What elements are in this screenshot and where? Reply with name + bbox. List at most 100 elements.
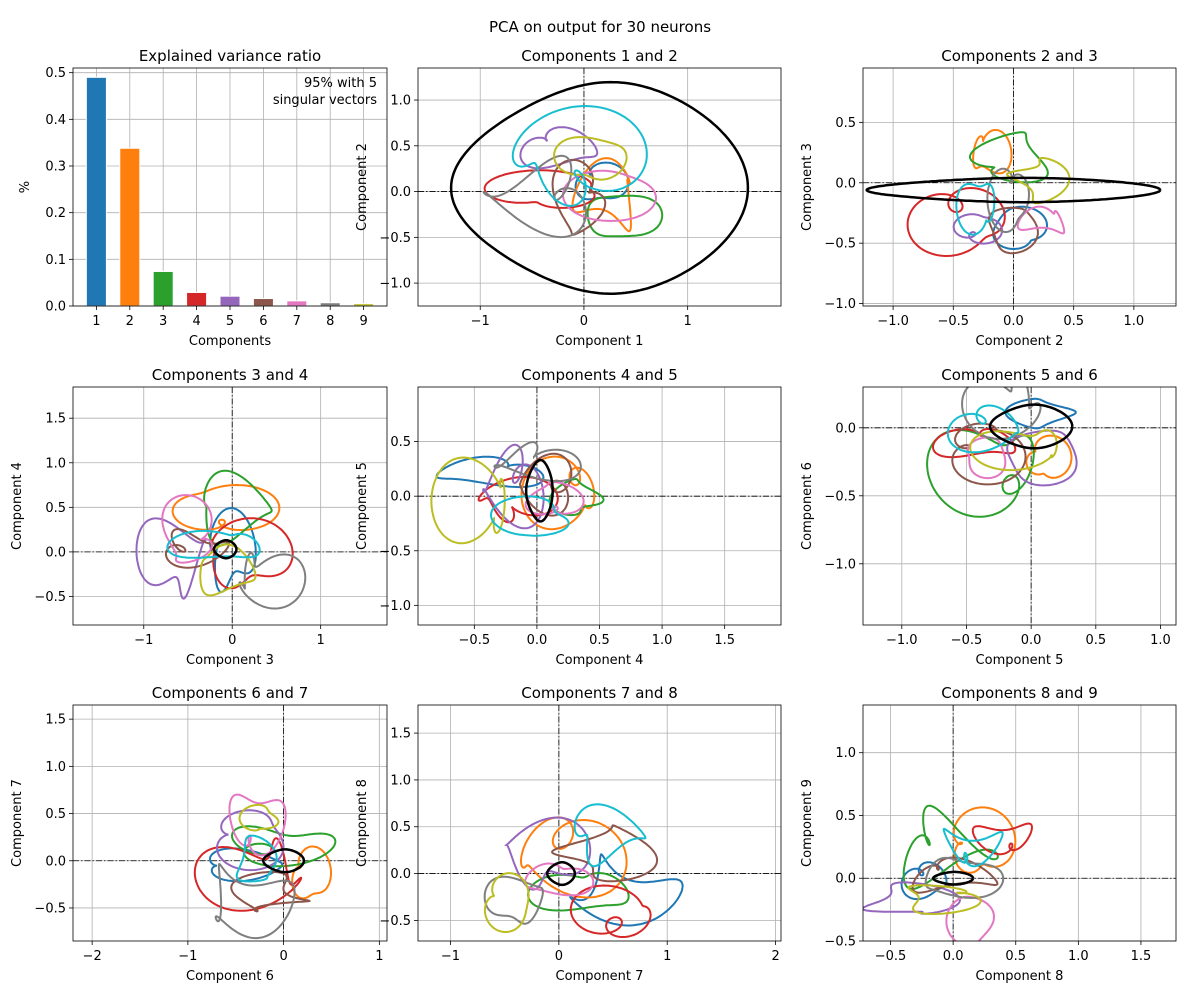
x-tick-label: 2 (771, 949, 779, 964)
plot-area (863, 705, 1176, 941)
trajectory-series-4 (569, 884, 652, 938)
trajectory-series-7 (524, 862, 595, 897)
x-tick-label: −1 (178, 949, 197, 964)
trajectory-series-2 (171, 483, 281, 532)
subplot-title: Explained variance ratio (139, 47, 321, 65)
y-tick-label: −0.5 (824, 237, 856, 252)
y-tick-label: −0.5 (34, 590, 66, 605)
trajectory-series-10 (573, 803, 647, 868)
trajectory-series-10 (946, 404, 1020, 454)
figure-suptitle: PCA on output for 30 neurons (489, 18, 711, 36)
trajectory-series-3 (586, 194, 664, 238)
x-tick-label: 1.0 (1068, 949, 1089, 964)
trajectory-series-7 (1016, 205, 1066, 235)
y-tick-label: 0.0 (390, 867, 411, 882)
y-axis-label: Component 3 (800, 143, 815, 231)
y-tick-label: 1.5 (45, 412, 66, 427)
trajectory-series-4 (483, 169, 596, 209)
x-tick-label: 0 (580, 314, 588, 329)
trajectory-series-1 (900, 861, 948, 901)
x-tick-label: 0.5 (1085, 633, 1106, 648)
x-tick-label: −0.5 (937, 314, 969, 329)
y-axis-label: Component 7 (10, 779, 25, 867)
x-tick-label: 1 (375, 949, 383, 964)
trajectory-highlight (931, 870, 975, 886)
y-tick-label: 0.2 (45, 206, 66, 221)
subplot-title: Components 1 and 2 (521, 47, 678, 65)
trajectory-highlight (545, 861, 577, 887)
y-tick-label: 0.0 (390, 490, 411, 505)
subplot-title: Components 7 and 8 (521, 684, 678, 702)
plot-area (863, 68, 1176, 306)
trajectory-series-4 (193, 837, 303, 912)
trajectory-series-9 (907, 884, 982, 915)
trajectory-series-9 (199, 543, 257, 597)
axes-frame (417, 67, 782, 307)
y-tick-label: 0.0 (835, 176, 856, 191)
x-tick-label: −0.5 (951, 633, 983, 648)
trajectory-series-8 (483, 875, 544, 925)
plot-area (73, 705, 387, 941)
trajectory-series-10 (235, 834, 278, 883)
trajectory-highlight (524, 458, 554, 523)
y-tick-label: −0.5 (379, 914, 411, 929)
trajectory-series-4 (931, 428, 1017, 459)
axes-frame (72, 386, 388, 626)
x-tick-label: 0.0 (1021, 633, 1042, 648)
x-axis-label: Component 6 (186, 969, 274, 984)
bar-1 (85, 76, 107, 306)
y-tick-label: 0.5 (835, 116, 856, 131)
trajectory-series-6 (551, 824, 659, 883)
trajectory-series-10 (489, 495, 570, 537)
y-axis-label: Component 2 (355, 143, 370, 231)
trajectory-series-7 (524, 481, 585, 516)
bar-4 (186, 291, 208, 306)
subplot-6: −1.0 −0.5 0.0 0.5 1.0 −1.0 −0.5 0.0 Components 5… (800, 366, 1177, 668)
y-tick-label: 1.0 (835, 746, 856, 761)
trajectory-series-8 (961, 387, 1042, 440)
x-tick-label: 3 (159, 314, 167, 329)
subplot-5: −0.5 0.0 0.5 1.0 1.5 −1.0 −0.5 0.0 0.5 Components… (355, 366, 782, 668)
trajectory-series-8 (214, 863, 296, 940)
x-tick-label: 1.5 (714, 633, 735, 648)
x-tick-label: 0.0 (1003, 314, 1024, 329)
annotation-line-1: 95% with 5 (304, 76, 377, 91)
trajectory-series-9 (969, 429, 1058, 472)
y-tick-label: −0.5 (824, 489, 856, 504)
axes-frame (417, 704, 782, 942)
subplot-title: Components 8 and 9 (941, 684, 1098, 702)
bar-7 (286, 300, 308, 306)
x-tick-label: 0.5 (589, 633, 610, 648)
plot-area (418, 68, 781, 306)
trajectory-series-5 (952, 213, 1004, 245)
y-tick-label: 1.5 (390, 727, 411, 742)
y-tick-label: 1.0 (390, 94, 411, 109)
bar-6 (252, 298, 274, 306)
subplot-1: 95% with 5 singular vectors 1 2 3 4 5 6 7 8 9 0.0 0.… (18, 47, 388, 349)
trajectory-series-10 (942, 827, 1004, 868)
x-tick-label: −0.5 (875, 949, 907, 964)
axes-frame (862, 386, 1177, 626)
x-tick-label: −1 (471, 314, 490, 329)
x-tick-label: 0.5 (1063, 314, 1084, 329)
bar-5 (219, 295, 241, 306)
subplot-9: −0.5 0.0 0.5 1.0 1.5 −0.5 0.0 0.5 1.0 Components … (800, 684, 1177, 984)
x-tick-label: 0 (228, 633, 236, 648)
trajectory-series-8 (482, 154, 588, 239)
x-tick-label: 9 (359, 314, 367, 329)
trajectory-series-7 (228, 793, 287, 857)
axes-frame (72, 704, 388, 942)
y-tick-label: −0.5 (34, 901, 66, 916)
trajectory-series-10 (166, 529, 261, 559)
y-tick-label: 1.0 (390, 773, 411, 788)
trajectory-series-6 (519, 452, 573, 517)
axes-frame (862, 67, 1177, 307)
trajectory-series-4 (971, 822, 1034, 856)
x-tick-label: 1.0 (652, 633, 673, 648)
x-tick-label: 1.0 (1124, 314, 1145, 329)
x-tick-label: 5 (226, 314, 234, 329)
x-axis-label: Component 7 (556, 969, 644, 984)
trajectory-highlight (988, 403, 1074, 450)
subplot-title: Components 2 and 3 (941, 47, 1098, 65)
